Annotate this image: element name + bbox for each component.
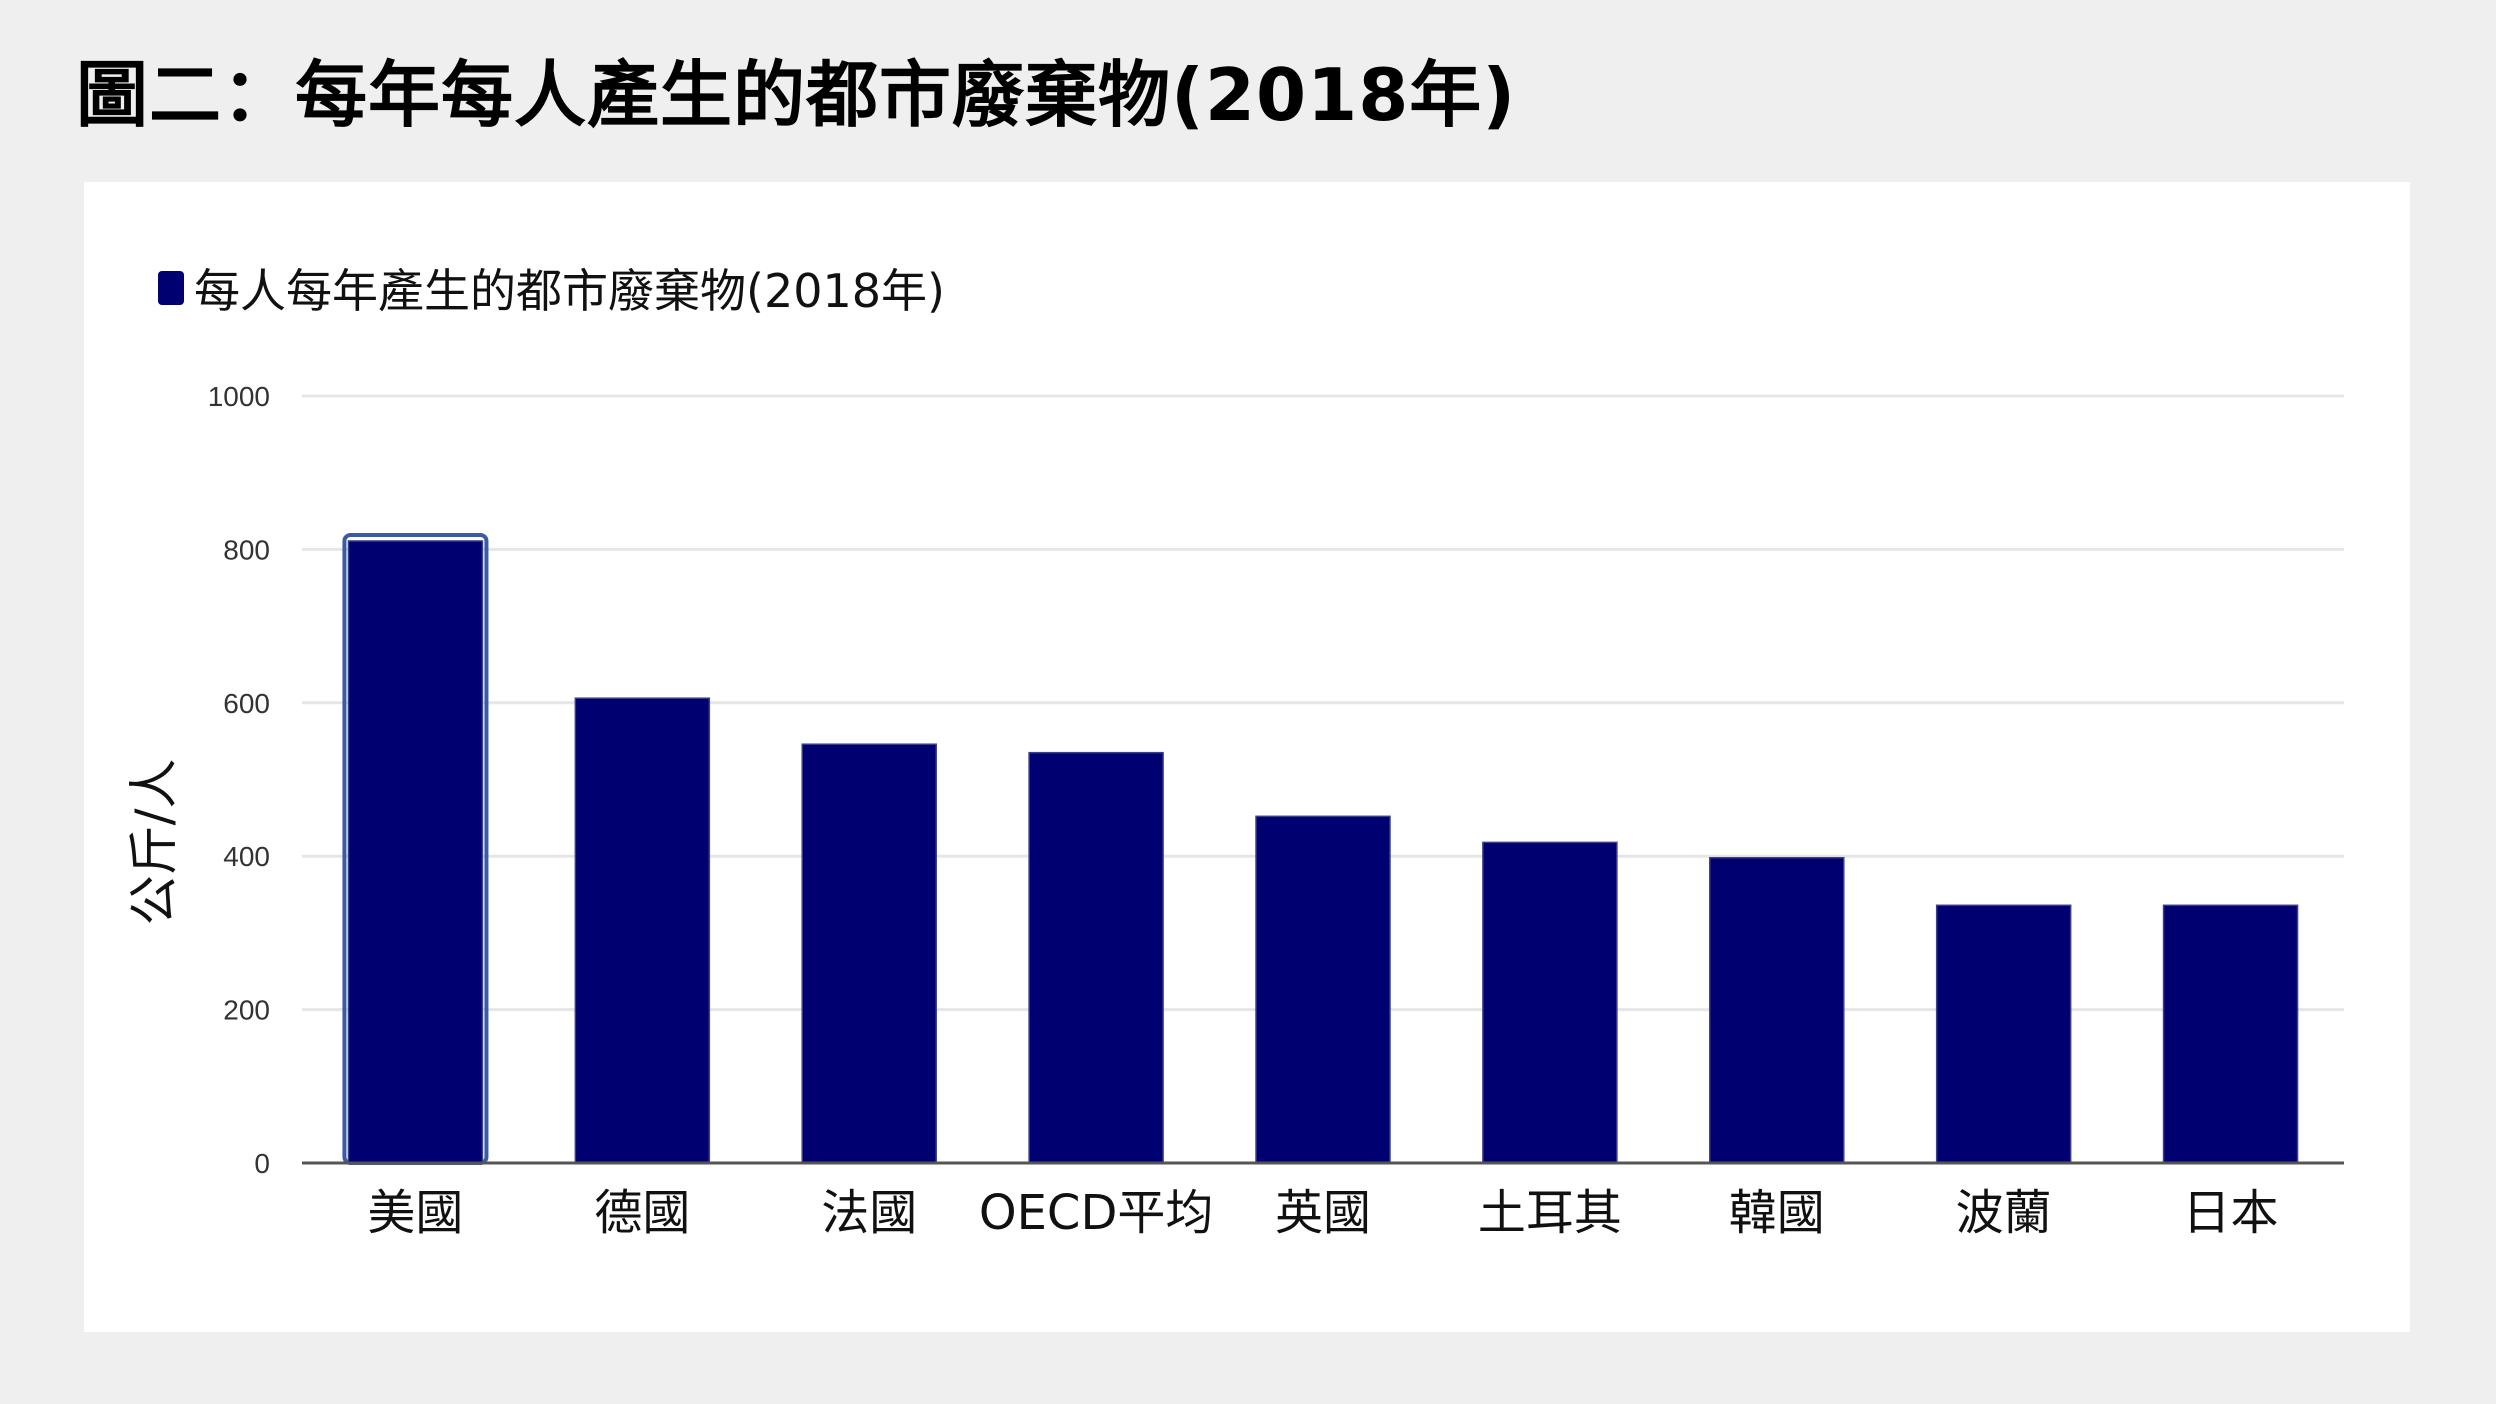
bar [574,697,711,1164]
y-tick-label: 800 [223,534,270,565]
x-tick-label: 英國 [1275,1185,1371,1241]
x-tick-label: 土耳其 [1478,1185,1622,1241]
bar-chart: 0 200 400 600 800 1000 美國 德國 法國 OECD平均 英國 土耳其 韓國 波蘭 日本 [208,381,2344,1241]
x-tick-label: 美國 [367,1185,463,1241]
x-tick-label: 法國 [821,1185,917,1241]
y-tick-label: 400 [223,841,270,872]
legend-swatch [158,271,184,305]
bar [347,540,484,1164]
chart-legend: 每人每年產生的都市廢棄物(2018年) [158,256,945,320]
x-tick-label: 德國 [594,1185,690,1241]
bar [1255,815,1391,1164]
x-tick-label: 波蘭 [1956,1185,2052,1241]
y-tick-label: 200 [223,995,270,1026]
legend-label: 每人每年產生的都市廢棄物(2018年) [194,264,945,318]
y-tick-label: 1000 [208,381,270,412]
x-tick-label: OECD平均 [979,1185,1214,1241]
bar [2162,904,2299,1164]
bar [1935,904,2072,1164]
page-title: 圖二：每年每人產生的都市廢棄物(2018年) [76,53,1517,137]
chart-card: 每人每年產生的都市廢棄物(2018年) 公斤/人 0 200 400 600 800 10… [84,182,2410,1332]
bar [1482,841,1618,1164]
y-tick-label: 600 [223,688,270,719]
bar [1028,751,1164,1164]
x-tick-label: 韓國 [1729,1185,1825,1241]
bar [1709,856,1845,1164]
y-tick-label: 0 [254,1148,270,1179]
bar [801,743,937,1164]
x-tick-label: 日本 [2183,1185,2279,1241]
